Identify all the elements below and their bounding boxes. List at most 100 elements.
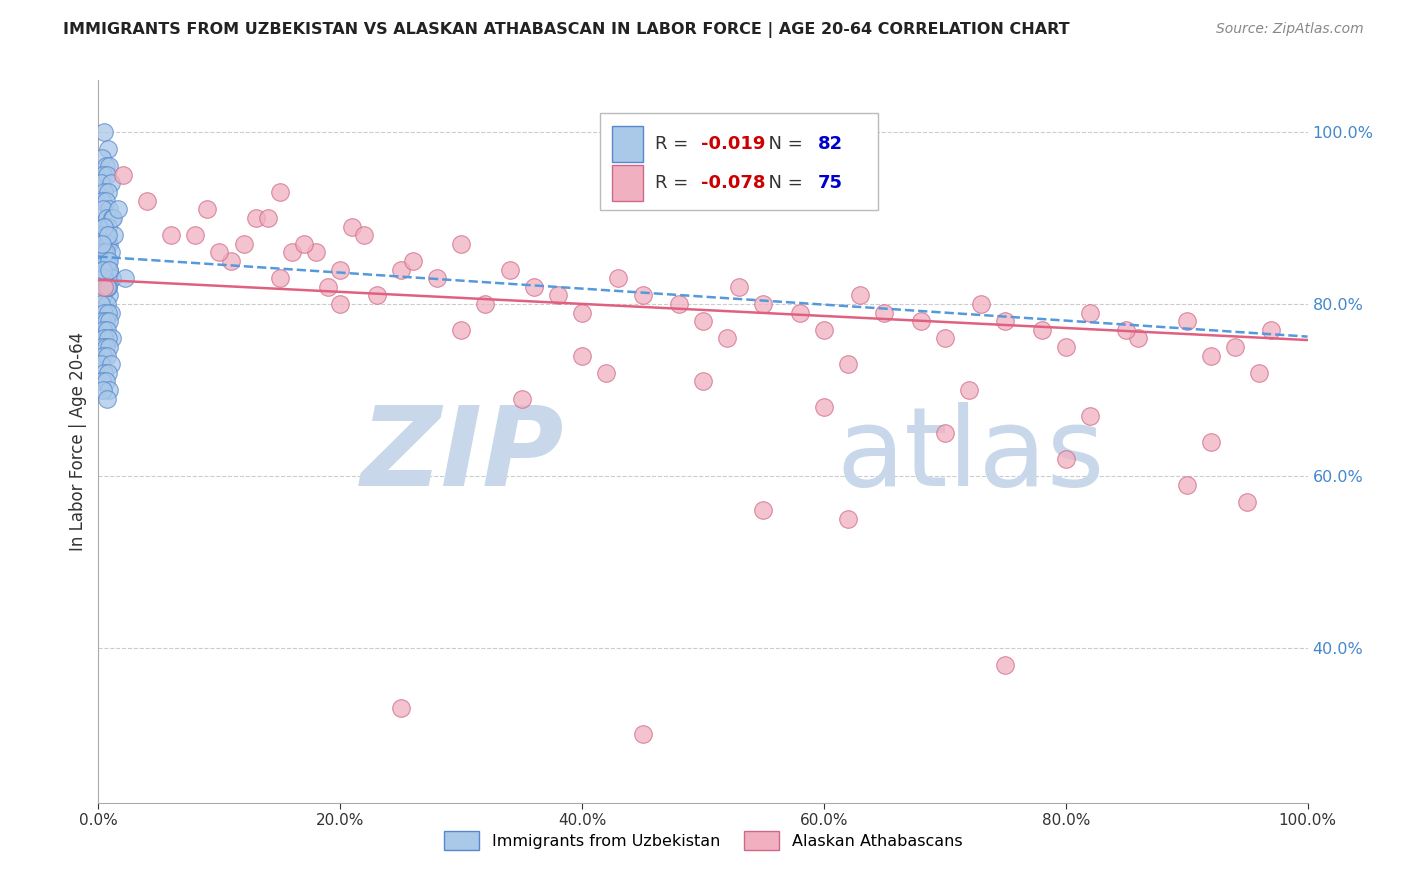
Point xyxy=(98,288,121,302)
Text: atlas: atlas xyxy=(837,402,1105,509)
Bar xyxy=(613,126,643,162)
Point xyxy=(96,279,118,293)
Text: Source: ZipAtlas.com: Source: ZipAtlas.com xyxy=(1216,22,1364,37)
Point xyxy=(813,323,835,337)
Point xyxy=(208,245,231,260)
Point xyxy=(91,314,114,328)
Point xyxy=(94,253,117,268)
Point xyxy=(256,211,278,225)
Point xyxy=(269,271,291,285)
Point xyxy=(93,271,115,285)
Point xyxy=(316,279,339,293)
Point xyxy=(96,297,118,311)
Point xyxy=(97,253,120,268)
Point xyxy=(94,228,117,243)
Text: N =: N = xyxy=(758,174,808,192)
Point xyxy=(98,340,121,354)
Point xyxy=(91,236,114,251)
Point xyxy=(91,262,114,277)
Point xyxy=(90,357,112,371)
Point xyxy=(98,262,121,277)
Point xyxy=(111,168,134,182)
Point xyxy=(245,211,267,225)
Point xyxy=(96,392,118,406)
Point xyxy=(1199,349,1222,363)
Point xyxy=(595,366,617,380)
Point xyxy=(631,288,654,302)
Text: 82: 82 xyxy=(818,135,844,153)
Point xyxy=(547,288,569,302)
Point xyxy=(1031,323,1053,337)
Point xyxy=(342,219,364,234)
Point xyxy=(571,349,593,363)
Point xyxy=(353,228,375,243)
Point xyxy=(934,425,956,440)
Point xyxy=(91,288,114,302)
Point xyxy=(1236,494,1258,508)
Point xyxy=(93,219,115,234)
Point xyxy=(389,262,412,277)
Point xyxy=(96,211,118,225)
Point xyxy=(402,253,425,268)
Point xyxy=(607,271,630,285)
Text: -0.019: -0.019 xyxy=(700,135,765,153)
Point xyxy=(93,331,115,345)
Point xyxy=(281,245,304,260)
Point xyxy=(873,305,896,319)
Text: ZIP: ZIP xyxy=(360,402,564,509)
Point xyxy=(450,236,472,251)
Point xyxy=(93,185,115,199)
Point xyxy=(91,202,114,217)
Point xyxy=(93,219,115,234)
Point xyxy=(1078,409,1101,423)
Point xyxy=(837,357,859,371)
Point xyxy=(93,271,115,285)
Legend: Immigrants from Uzbekistan, Alaskan Athabascans: Immigrants from Uzbekistan, Alaskan Atha… xyxy=(437,825,969,856)
Point xyxy=(93,366,115,380)
Point xyxy=(100,271,122,285)
Point xyxy=(523,279,546,293)
Point xyxy=(100,305,122,319)
Point xyxy=(100,331,122,345)
Point xyxy=(94,194,117,208)
Point xyxy=(98,202,121,217)
Point xyxy=(91,253,114,268)
Point xyxy=(94,159,117,173)
Text: N =: N = xyxy=(758,135,808,153)
Point xyxy=(934,331,956,345)
Point xyxy=(93,245,115,260)
Point xyxy=(97,219,120,234)
Point xyxy=(232,236,254,251)
Point xyxy=(96,262,118,277)
Point xyxy=(93,125,115,139)
Point xyxy=(994,658,1017,673)
Point xyxy=(114,271,136,285)
Point xyxy=(1054,340,1077,354)
Point xyxy=(100,357,122,371)
Point xyxy=(90,297,112,311)
Point xyxy=(98,383,121,397)
Point xyxy=(97,228,120,243)
Point xyxy=(91,383,114,397)
Point xyxy=(1260,323,1282,337)
Point xyxy=(96,349,118,363)
Point xyxy=(94,375,117,389)
Point xyxy=(1175,477,1198,491)
Point xyxy=(292,236,315,251)
Point xyxy=(94,314,117,328)
Point xyxy=(91,279,114,293)
Point xyxy=(94,279,117,293)
Text: R =: R = xyxy=(655,174,693,192)
Point xyxy=(91,340,114,354)
Text: IMMIGRANTS FROM UZBEKISTAN VS ALASKAN ATHABASCAN IN LABOR FORCE | AGE 20-64 CORR: IMMIGRANTS FROM UZBEKISTAN VS ALASKAN AT… xyxy=(63,22,1070,38)
Point xyxy=(426,271,449,285)
Point xyxy=(221,253,243,268)
Bar xyxy=(600,112,879,211)
Point xyxy=(195,202,218,217)
Point xyxy=(94,340,117,354)
Point xyxy=(101,211,124,225)
Point xyxy=(97,142,120,156)
Point xyxy=(98,236,121,251)
Y-axis label: In Labor Force | Age 20-64: In Labor Force | Age 20-64 xyxy=(69,332,87,551)
Point xyxy=(692,375,714,389)
